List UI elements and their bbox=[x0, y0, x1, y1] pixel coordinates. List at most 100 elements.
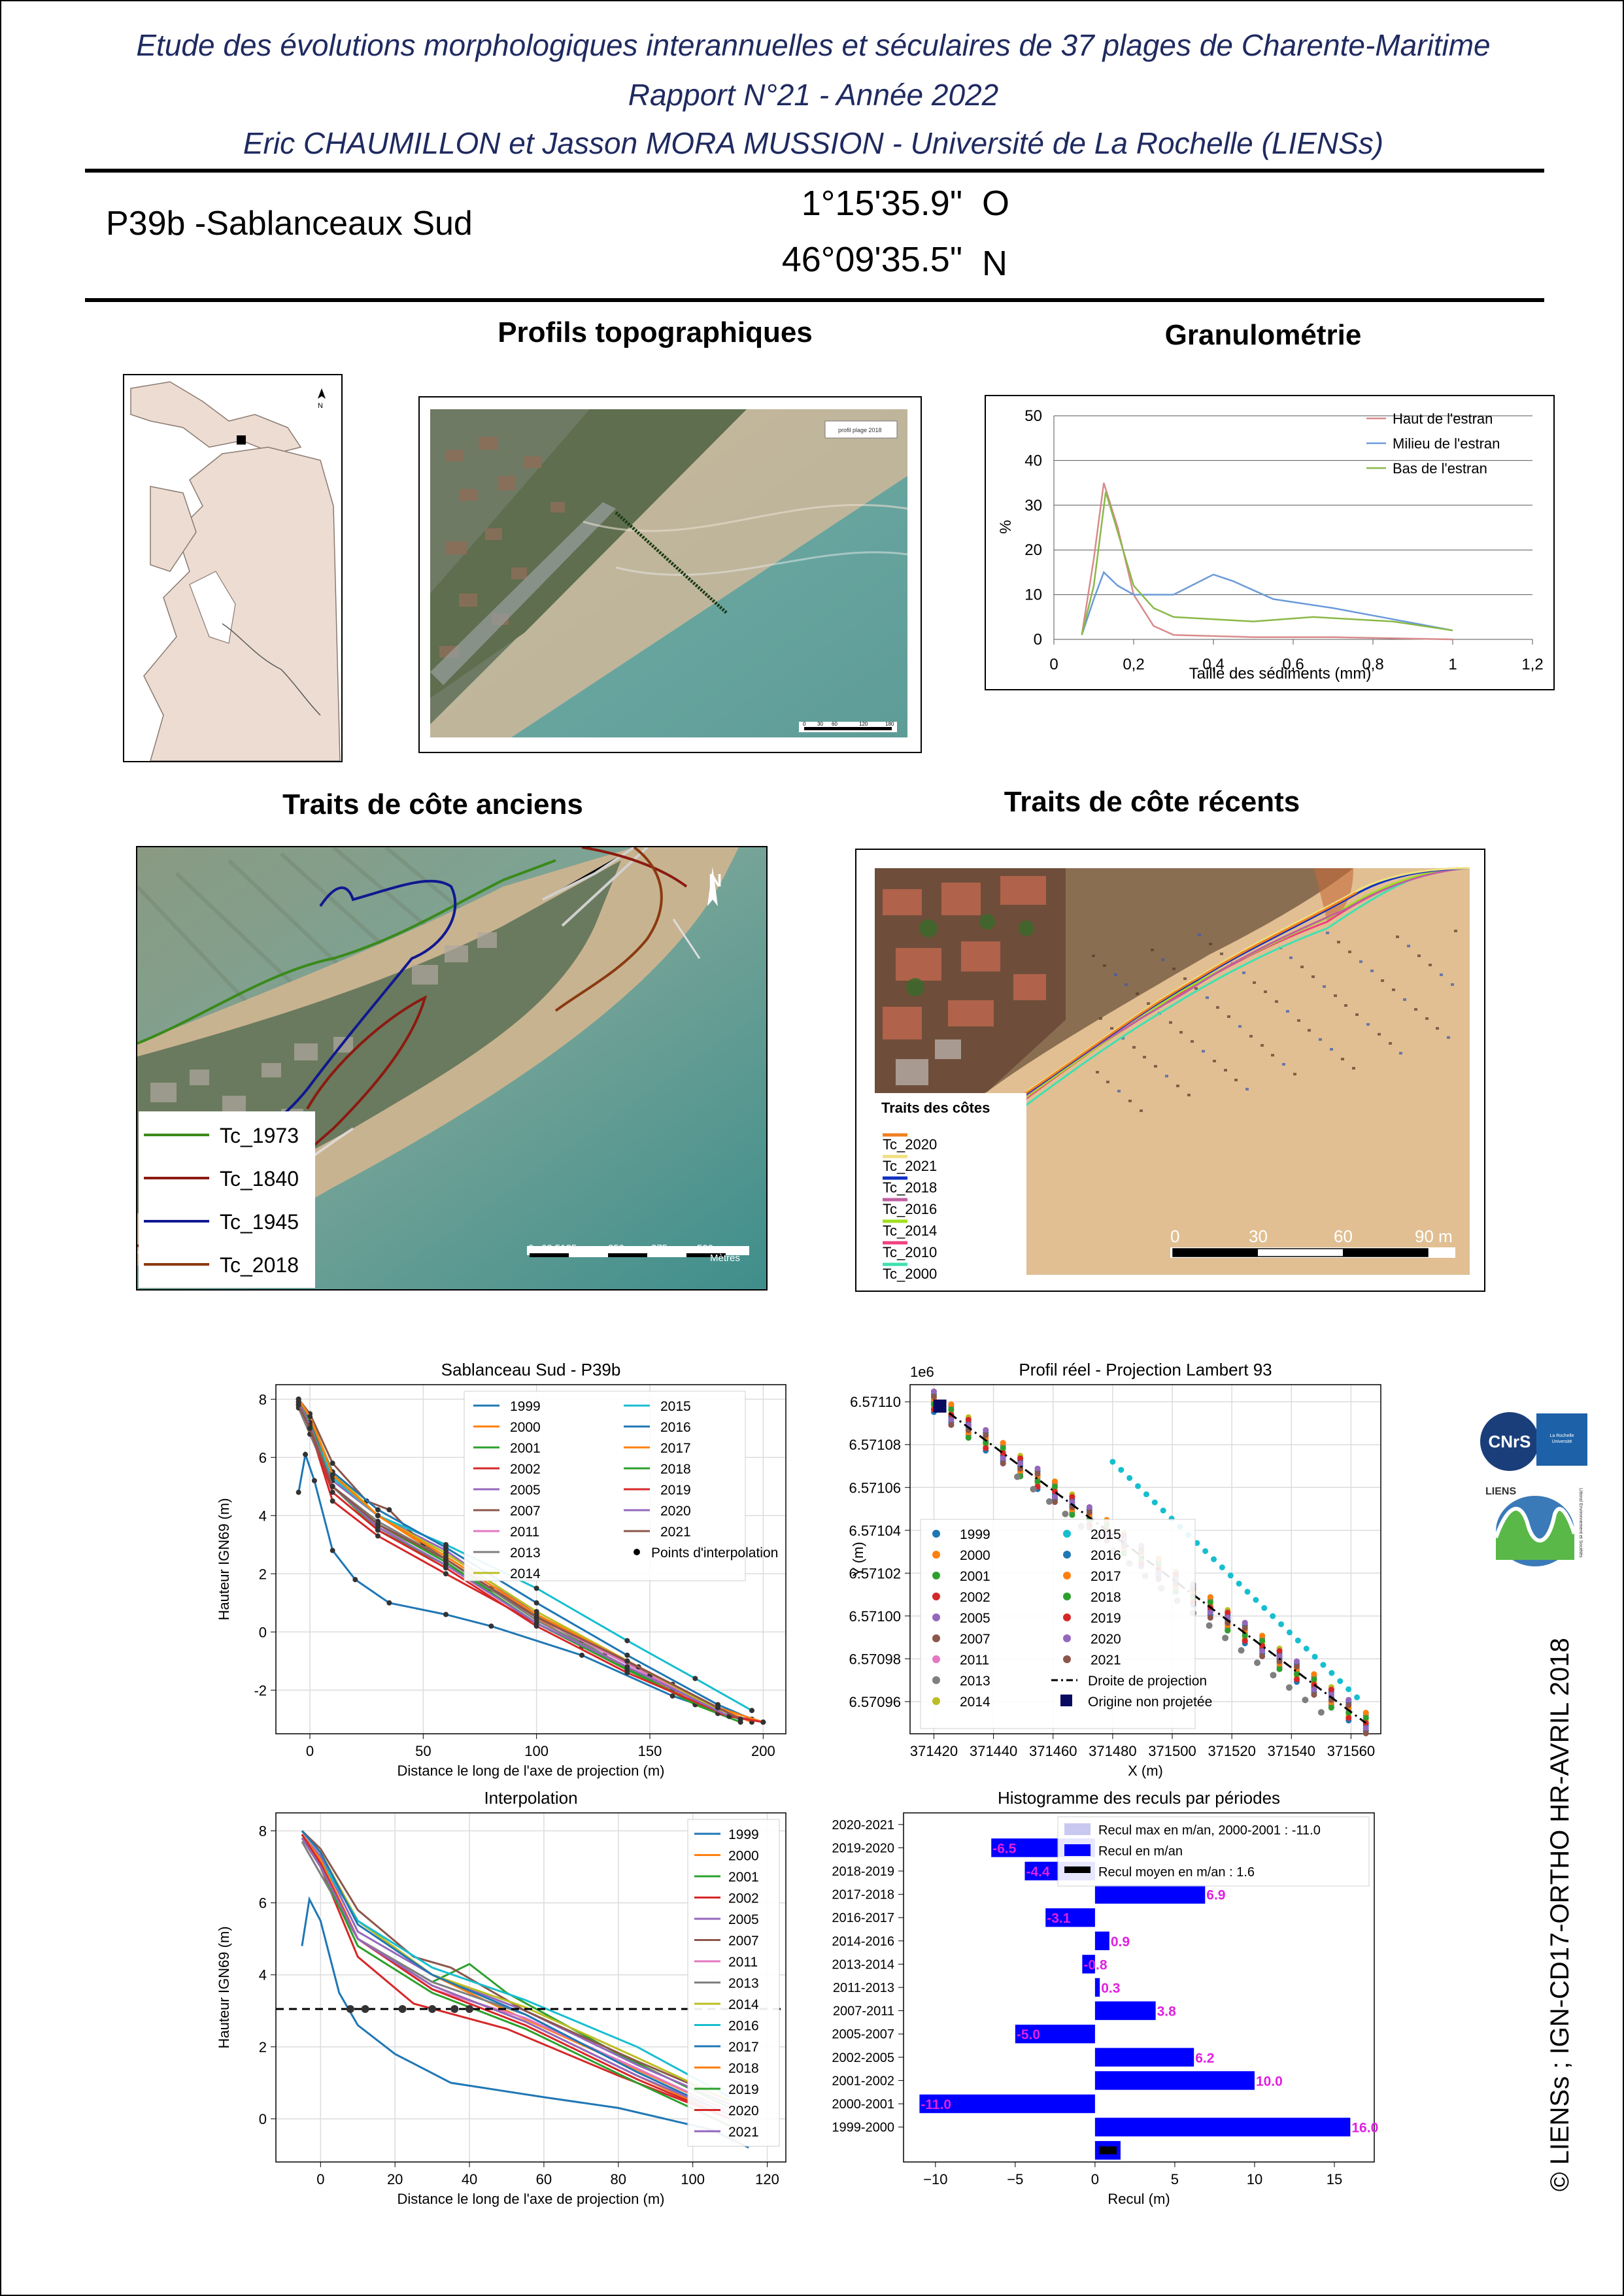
interp-xtick: 40 bbox=[462, 2171, 477, 2187]
profils-interp-point bbox=[330, 1483, 335, 1489]
reel-point-2015 bbox=[1219, 1564, 1225, 1570]
beach-person-dot bbox=[1121, 1037, 1125, 1039]
topo-scale-4: 180 bbox=[885, 721, 894, 727]
profils-interp-point bbox=[533, 1620, 539, 1626]
reel-point-2015 bbox=[1303, 1646, 1310, 1652]
profils-interp-point bbox=[715, 1704, 720, 1710]
reel-ytick: 6.57110 bbox=[850, 1394, 901, 1410]
beach-person-dot bbox=[1337, 941, 1340, 943]
granulo-ytick: 40 bbox=[1024, 452, 1042, 469]
beach-person-dot bbox=[1106, 1081, 1109, 1083]
beach-person-dot bbox=[1436, 1027, 1439, 1030]
profils-frame bbox=[275, 1384, 787, 1734]
reel-ytick: 6.57100 bbox=[849, 1608, 901, 1625]
profils-interp-point bbox=[749, 1708, 754, 1714]
reel-xtick: 371520 bbox=[1208, 1743, 1255, 1759]
reel-ytick: 6.57102 bbox=[849, 1565, 901, 1581]
reel-point bbox=[1207, 1614, 1213, 1621]
granulo-xtick: 0,4 bbox=[1202, 656, 1224, 673]
reel-point bbox=[1259, 1653, 1266, 1659]
liens-logo-text: LIENS bbox=[1485, 1486, 1516, 1497]
interp-ylabel: Hauteur IGN69 (m) bbox=[216, 1926, 232, 2048]
beach-person-dot bbox=[1099, 1017, 1102, 1020]
granulo-xtick: 0,8 bbox=[1362, 656, 1383, 673]
reel-xtick: 371420 bbox=[910, 1743, 958, 1759]
reel-point bbox=[1034, 1470, 1041, 1477]
hist-bar bbox=[919, 2094, 1095, 2114]
hist-category-label: 2002-2005 bbox=[832, 2051, 894, 2065]
beach-person-dot bbox=[1140, 1109, 1143, 1112]
profils-ytick: 6 bbox=[259, 1449, 267, 1466]
beach-person-dot bbox=[1213, 1060, 1216, 1062]
profils-ytick: -2 bbox=[254, 1682, 267, 1698]
reel-point bbox=[1000, 1440, 1006, 1446]
reel-legend-label: 2015 bbox=[1091, 1527, 1121, 1542]
reel-point bbox=[1311, 1687, 1317, 1693]
reel-point-2015 bbox=[1328, 1670, 1335, 1676]
reel-point-2015 bbox=[1143, 1491, 1149, 1498]
profils-legend-interp-label: Points d'interpolation bbox=[651, 1545, 778, 1561]
reel-point bbox=[1259, 1638, 1266, 1644]
beach-person-dot bbox=[1238, 1025, 1242, 1028]
location-map-drawing: N bbox=[124, 375, 341, 762]
reel-point bbox=[1225, 1610, 1231, 1616]
granulo-ytick: 20 bbox=[1024, 541, 1042, 559]
reel-point-2013 bbox=[1270, 1672, 1277, 1679]
profils-interp-point bbox=[443, 1612, 448, 1617]
reel-legend-swatch bbox=[932, 1530, 940, 1538]
reel-point bbox=[1345, 1715, 1352, 1721]
hist-bar-label: 6.2 bbox=[1195, 2051, 1214, 2066]
reel-point-2015 bbox=[1320, 1662, 1327, 1668]
reel-point bbox=[1086, 1509, 1092, 1515]
reel-point bbox=[1276, 1666, 1283, 1672]
profils-interp-point bbox=[375, 1521, 381, 1527]
interp-ytick: 2 bbox=[259, 2039, 267, 2055]
profils-interp-point bbox=[296, 1489, 301, 1495]
reel-legend-swatch bbox=[1063, 1530, 1071, 1538]
reel-point bbox=[1242, 1625, 1248, 1631]
beach-person-dot bbox=[1198, 934, 1201, 936]
reel-point-2013 bbox=[1030, 1485, 1037, 1493]
granulo-ytick: 0 bbox=[1034, 631, 1042, 649]
hist-bar-label: 10.0 bbox=[1256, 2074, 1283, 2089]
hist-legend-recul: Recul en m/an bbox=[1098, 1844, 1183, 1859]
profils-interp-point bbox=[624, 1664, 630, 1670]
profils-interp-point bbox=[669, 1693, 675, 1699]
reel-point bbox=[948, 1401, 955, 1408]
copyright-credit: © LIENSs ; IGN-CD17-ORTHO HR-AVRIL 2018 bbox=[1546, 1638, 1574, 2191]
reel-point-2015 bbox=[1270, 1613, 1276, 1619]
interp-ytick: 8 bbox=[259, 1823, 267, 1840]
reel-legend-box bbox=[920, 1519, 1196, 1729]
reel-point bbox=[983, 1445, 989, 1451]
beach-person-dot bbox=[1330, 1048, 1333, 1051]
profils-interp-point bbox=[624, 1652, 630, 1658]
profils-legend-label: 2016 bbox=[660, 1420, 691, 1435]
profils-title: Sablanceau Sud - P39b bbox=[441, 1360, 621, 1379]
reel-xtick: 371480 bbox=[1089, 1743, 1136, 1759]
site-marker bbox=[237, 435, 246, 445]
beach-person-dot bbox=[1348, 951, 1351, 953]
recents-scale-90: 90 m bbox=[1415, 1226, 1453, 1246]
granulo-xtick: 0,2 bbox=[1123, 656, 1144, 673]
beach-person-dot bbox=[1440, 973, 1443, 976]
interp-legend-label: 2013 bbox=[728, 1976, 759, 1991]
hist-bar bbox=[1015, 2024, 1095, 2044]
profils-interp-point bbox=[330, 1489, 335, 1495]
reel-frame bbox=[909, 1384, 1381, 1734]
reel-point-2015 bbox=[1337, 1678, 1344, 1684]
beach-person-dot bbox=[1447, 1036, 1450, 1039]
profils-interp-point bbox=[443, 1562, 448, 1568]
beach-person-dot bbox=[1202, 1050, 1205, 1053]
profils-interp-point bbox=[386, 1507, 392, 1513]
reel-point bbox=[1276, 1658, 1283, 1664]
profils-interp-point bbox=[737, 1716, 743, 1722]
recents-scale-60: 60 bbox=[1334, 1226, 1353, 1246]
reel-point-2015 bbox=[1236, 1580, 1242, 1587]
beach-person-dot bbox=[1396, 936, 1399, 938]
profils-legend-label: 2000 bbox=[510, 1420, 541, 1435]
interp-legend-label: 2019 bbox=[728, 2082, 759, 2097]
reel-point-2013 bbox=[1302, 1697, 1309, 1704]
profils-legend-box bbox=[464, 1391, 746, 1581]
beach-person-dot bbox=[1381, 979, 1384, 982]
